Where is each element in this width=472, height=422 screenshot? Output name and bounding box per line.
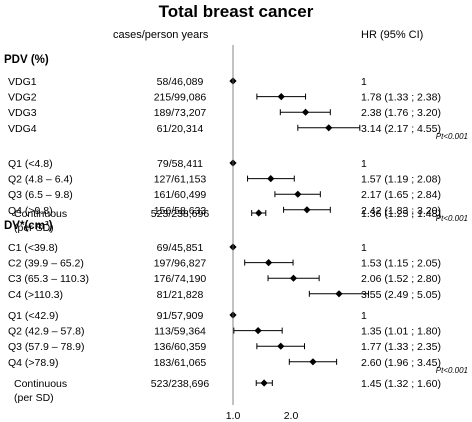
cases-value: 58/46,089: [157, 76, 204, 88]
row-label-line2: (per SD): [14, 222, 54, 234]
p-trend-label: Pt<0.001: [436, 132, 468, 141]
cases-value: 81/21,828: [157, 289, 204, 301]
row-label: C3 (65.3 – 110.3): [8, 273, 89, 285]
hr-value: 1.36 (1.25 ; 1.48): [361, 208, 441, 220]
hr-value: 1: [361, 76, 367, 88]
row-label: Continuous: [14, 208, 67, 220]
row-label: C1 (<39.8): [8, 242, 58, 254]
row-label: Q2 (4.8 – 6.4): [8, 174, 73, 186]
row-label: C4 (>110.3): [8, 289, 63, 301]
cases-value: 523/238,696: [151, 208, 210, 220]
row-label: Q4 (>9.8): [8, 205, 53, 217]
hr-value: 3.55 (2.49 ; 5.05): [361, 289, 441, 301]
p-trend-label: Pt<0.001: [436, 366, 468, 375]
row-label: VDG1: [8, 76, 37, 88]
hr-value: 2.38 (1.76 ; 3.20): [361, 107, 441, 119]
hr-value: 2.06 (1.52 ; 2.80): [361, 273, 441, 285]
row-label: Q3 (57.9 – 78.9): [8, 341, 84, 353]
p-trend-label: Pt<0.001: [436, 214, 468, 223]
hr-value: 1.35 (1.01 ; 1.80): [361, 326, 441, 338]
hr-point-marker: [277, 342, 285, 350]
hr-point-marker: [289, 274, 298, 282]
cases-value: 127/61,153: [154, 174, 207, 186]
row-label: VDG3: [8, 107, 37, 119]
cases-value: 197/96,827: [154, 258, 207, 270]
hr-value: 1.77 (1.33 ; 2.35): [361, 341, 441, 353]
cases-value: 161/60,499: [154, 189, 207, 201]
hr-value: 1: [361, 158, 367, 170]
hr-value: 2.60 (1.96 ; 3.45): [361, 357, 441, 369]
row-label: C2 (39.9 – 65.2): [8, 258, 84, 270]
hr-point-marker: [335, 290, 343, 298]
row-label-line2: (per SD): [14, 392, 54, 404]
chart-title: Total breast cancer: [159, 2, 314, 21]
row-label: Q3 (6.5 – 9.8): [8, 189, 73, 201]
cases-value: 61/20,314: [157, 123, 204, 135]
section-heading: DV*(cm³): [4, 220, 53, 232]
cases-value: 523/238,696: [151, 378, 210, 390]
cases-value: 91/57,909: [157, 310, 204, 322]
cases-value: 189/73,207: [154, 107, 207, 119]
hr-point-marker: [301, 108, 310, 116]
hr-point-marker: [303, 206, 311, 214]
hr-value: 1.57 (1.19 ; 2.08): [361, 174, 441, 186]
hr-point-marker: [309, 358, 317, 366]
cases-value: 176/74,190: [154, 273, 207, 285]
hr-value: 1.53 (1.15 ; 2.05): [361, 258, 441, 270]
row-label: Q1 (<4.8): [8, 158, 53, 170]
row-label: VDG2: [8, 92, 37, 104]
row-label: Q1 (<42.9): [8, 310, 59, 322]
hr-value: 2.17 (1.65 ; 2.84): [361, 189, 441, 201]
section-heading: PDV (%): [4, 54, 49, 66]
hr-value: 2.42 (1.83 ; 3.20): [361, 205, 441, 217]
x-tick-label: 2.0: [284, 410, 299, 422]
hr-point-marker: [254, 327, 262, 335]
hr-value: 1.78 (1.33 ; 2.38): [361, 92, 441, 104]
cases-value: 79/58,411: [157, 158, 203, 170]
hr-point-marker: [294, 190, 302, 198]
row-label: VDG4: [8, 123, 37, 135]
row-label: Q2 (42.9 – 57.8): [8, 326, 84, 338]
hr-point-marker: [260, 379, 268, 387]
hr-column-header: HR (95% CI): [361, 29, 423, 41]
hr-value: 1: [361, 242, 367, 254]
hr-value: 1.45 (1.32 ; 1.60): [361, 378, 441, 390]
hr-value: 3.14 (2.17 ; 4.55): [361, 123, 441, 135]
row-label: Q4 (>78.9): [8, 357, 59, 369]
cases-value: 215/99,086: [154, 92, 207, 104]
hr-point-marker: [264, 259, 273, 267]
hr-value: 1: [361, 310, 367, 322]
hr-point-marker: [255, 209, 263, 217]
x-tick-label: 1.0: [226, 410, 241, 422]
cases-value: 156/58,633: [154, 205, 207, 217]
cases-column-header: cases/person years: [113, 29, 209, 41]
hr-point-marker: [277, 93, 285, 101]
row-label: Continuous: [14, 378, 67, 390]
cases-value: 183/61,065: [154, 357, 207, 369]
cases-value: 136/60,359: [154, 341, 207, 353]
hr-point-marker: [325, 124, 333, 132]
cases-value: 113/59,364: [154, 326, 206, 338]
hr-point-marker: [267, 175, 275, 183]
cases-value: 69/45,851: [157, 242, 204, 254]
